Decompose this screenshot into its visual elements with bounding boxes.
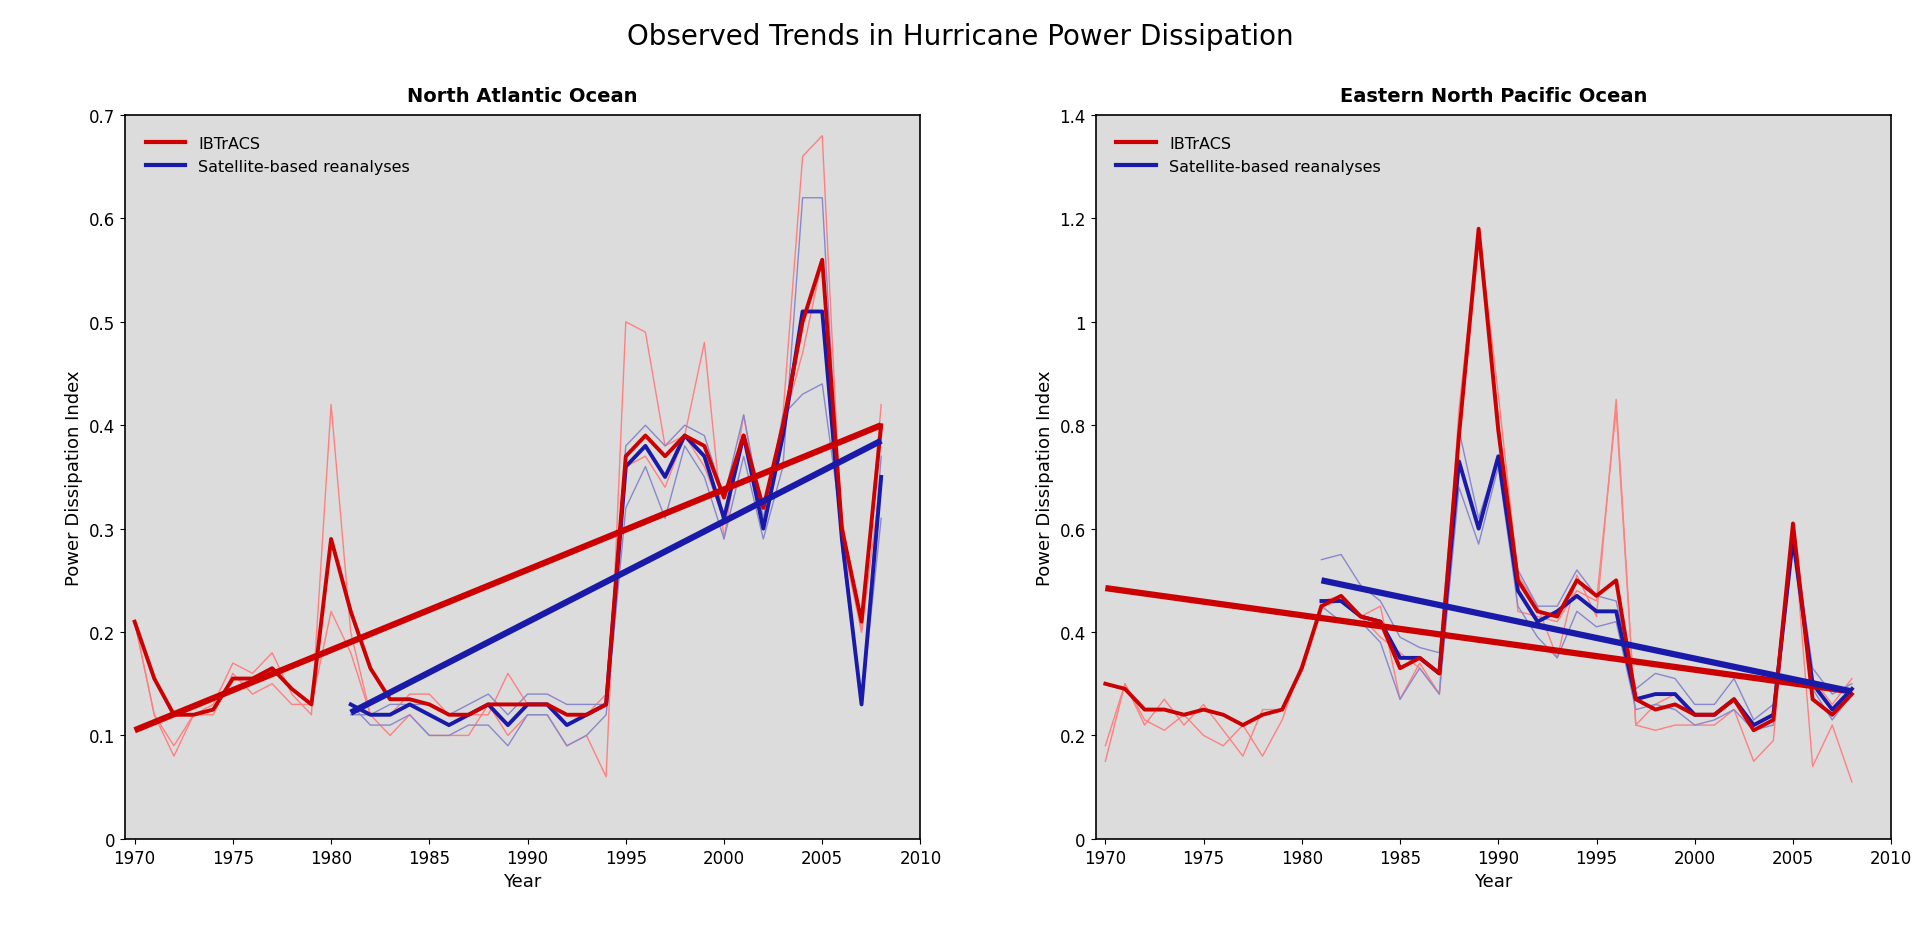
X-axis label: Year: Year	[1475, 872, 1513, 890]
Text: Observed Trends in Hurricane Power Dissipation: Observed Trends in Hurricane Power Dissi…	[626, 23, 1294, 51]
Legend: IBTrACS, Satellite-based reanalyses: IBTrACS, Satellite-based reanalyses	[1104, 124, 1394, 187]
Title: Eastern North Pacific Ocean: Eastern North Pacific Ocean	[1340, 87, 1647, 106]
Title: North Atlantic Ocean: North Atlantic Ocean	[407, 87, 637, 106]
X-axis label: Year: Year	[503, 872, 541, 890]
Y-axis label: Power Dissipation Index: Power Dissipation Index	[65, 370, 83, 585]
Legend: IBTrACS, Satellite-based reanalyses: IBTrACS, Satellite-based reanalyses	[132, 124, 422, 187]
Y-axis label: Power Dissipation Index: Power Dissipation Index	[1035, 370, 1054, 585]
